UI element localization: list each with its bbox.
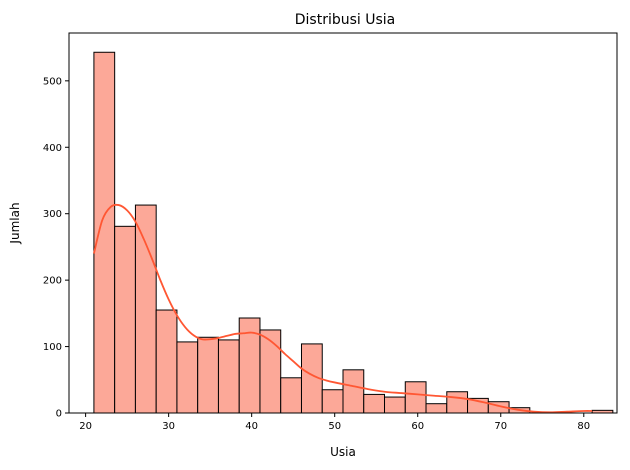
y-axis-label: Jumlah (8, 202, 22, 244)
histogram-bar (384, 396, 406, 414)
histogram-bar (404, 381, 427, 414)
x-tick-label: 20 (79, 421, 92, 432)
y-tick-label: 400 (43, 143, 62, 154)
histogram-bar (176, 341, 199, 414)
histogram-bar (425, 403, 448, 414)
x-axis: 20 30 40 50 60 70 80 (79, 413, 590, 432)
plot-frame (68, 32, 618, 414)
y-tick-label: 500 (43, 76, 62, 87)
histogram-bar (197, 336, 219, 414)
chart-title: Distribusi Usia (295, 12, 396, 28)
bars-group (93, 51, 614, 414)
histogram-bar (280, 377, 302, 414)
y-tick-label: 300 (43, 209, 62, 220)
x-tick-label: 60 (411, 421, 424, 432)
x-axis-label: Usia (330, 445, 356, 459)
histogram-bar (217, 339, 240, 414)
histogram-bar (363, 393, 386, 414)
x-tick-label: 40 (245, 421, 258, 432)
kde-curve (93, 203, 593, 414)
x-tick-label: 50 (328, 421, 341, 432)
histogram-bar (342, 369, 365, 414)
histogram-bar (446, 391, 469, 414)
histogram-bar (134, 204, 157, 414)
histogram-bar (321, 389, 344, 414)
y-tick-label: 100 (43, 342, 62, 353)
histogram-bar (155, 309, 178, 414)
histogram-bar (114, 225, 136, 414)
x-tick-label: 70 (494, 421, 507, 432)
y-tick-label: 200 (43, 276, 62, 287)
x-tick-label: 30 (162, 421, 175, 432)
y-tick-label: 0 (56, 409, 62, 420)
x-tick-label: 80 (577, 421, 590, 432)
histogram-bar (259, 329, 282, 414)
histogram-bar (93, 51, 116, 414)
y-axis: 0 100 200 300 400 500 (43, 76, 69, 420)
